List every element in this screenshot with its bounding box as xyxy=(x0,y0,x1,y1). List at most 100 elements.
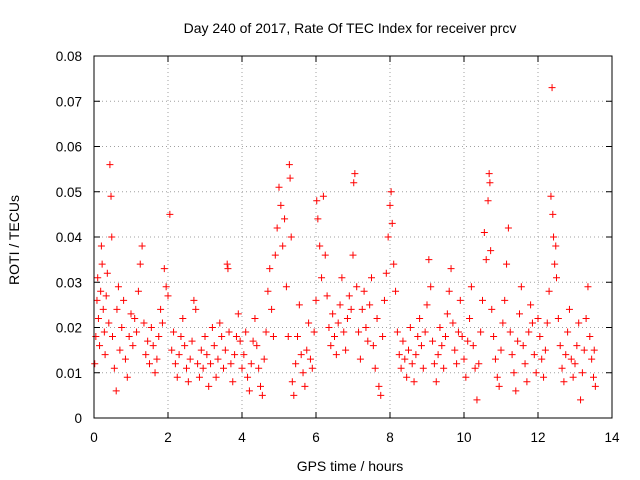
data-point xyxy=(258,391,266,399)
data-point xyxy=(508,351,516,359)
data-point xyxy=(516,310,523,318)
data-point xyxy=(569,373,577,381)
data-point xyxy=(447,265,455,273)
data-point xyxy=(482,256,490,264)
data-point xyxy=(410,378,418,386)
data-point xyxy=(118,324,126,331)
data-point xyxy=(153,355,161,363)
data-point xyxy=(412,351,420,359)
data-point xyxy=(485,170,493,178)
data-point xyxy=(471,364,479,372)
data-point xyxy=(109,333,116,341)
data-point xyxy=(571,360,579,368)
data-point xyxy=(97,287,105,295)
data-point xyxy=(343,314,351,322)
data-point xyxy=(212,373,220,381)
data-point xyxy=(207,360,215,368)
data-point xyxy=(462,373,470,381)
data-point xyxy=(160,265,168,273)
data-point xyxy=(194,360,202,368)
data-point xyxy=(121,355,129,363)
data-point xyxy=(553,274,560,282)
data-point xyxy=(203,351,211,359)
data-point xyxy=(316,242,324,250)
data-point xyxy=(208,324,216,331)
x-tick-label: 8 xyxy=(386,430,394,445)
data-point xyxy=(284,333,292,341)
data-point xyxy=(532,369,540,377)
data-point xyxy=(430,360,438,368)
data-point xyxy=(299,369,307,377)
data-point xyxy=(186,355,194,363)
data-point xyxy=(395,351,403,359)
data-point xyxy=(366,301,374,309)
data-point xyxy=(245,387,253,395)
data-point xyxy=(390,260,398,268)
data-point xyxy=(91,360,99,368)
data-point xyxy=(223,260,231,268)
data-point xyxy=(140,319,148,327)
data-point xyxy=(545,287,553,295)
data-point xyxy=(543,319,551,327)
data-point xyxy=(255,364,263,372)
data-point xyxy=(131,314,139,322)
data-point xyxy=(503,260,511,268)
data-point xyxy=(96,342,104,350)
data-point xyxy=(286,174,294,182)
data-point xyxy=(560,378,568,386)
data-marks xyxy=(91,84,599,404)
data-point xyxy=(225,328,233,336)
data-point xyxy=(197,346,205,354)
data-point xyxy=(264,287,272,295)
data-point xyxy=(582,314,590,322)
data-point xyxy=(591,382,599,390)
data-point xyxy=(382,269,390,277)
data-point xyxy=(347,305,355,313)
data-point xyxy=(251,314,259,322)
data-point xyxy=(98,260,106,268)
data-point xyxy=(99,305,107,313)
data-point xyxy=(375,382,383,390)
data-point xyxy=(549,210,557,218)
data-point xyxy=(401,355,409,363)
data-point xyxy=(151,369,159,377)
data-point xyxy=(332,351,340,359)
data-point xyxy=(340,328,348,336)
data-point xyxy=(425,256,433,264)
data-point xyxy=(443,310,451,318)
data-point xyxy=(495,382,503,390)
data-point xyxy=(362,324,370,331)
data-point xyxy=(205,382,213,390)
data-point xyxy=(327,342,335,350)
data-point xyxy=(144,337,152,345)
data-point xyxy=(106,161,114,169)
data-point xyxy=(221,346,229,354)
data-point xyxy=(282,283,290,291)
data-point xyxy=(353,283,361,291)
data-point xyxy=(184,378,192,386)
data-point xyxy=(136,260,144,268)
data-point xyxy=(499,319,507,327)
data-point xyxy=(477,328,485,336)
data-point xyxy=(232,333,240,341)
data-point xyxy=(142,351,150,359)
data-point xyxy=(266,265,274,273)
data-point xyxy=(364,337,372,345)
data-point xyxy=(210,342,218,350)
data-point xyxy=(129,342,137,350)
y-tick-label: 0.01 xyxy=(56,366,82,381)
data-point xyxy=(480,228,488,236)
data-point xyxy=(195,373,203,381)
data-point xyxy=(157,305,165,313)
data-point xyxy=(247,360,255,368)
data-point xyxy=(170,328,178,336)
data-point xyxy=(586,333,594,341)
data-point xyxy=(173,373,181,381)
data-point xyxy=(438,342,446,350)
data-point xyxy=(224,265,232,273)
data-point xyxy=(467,283,475,291)
data-point xyxy=(523,378,531,386)
data-point xyxy=(590,373,597,381)
data-point xyxy=(445,287,453,295)
